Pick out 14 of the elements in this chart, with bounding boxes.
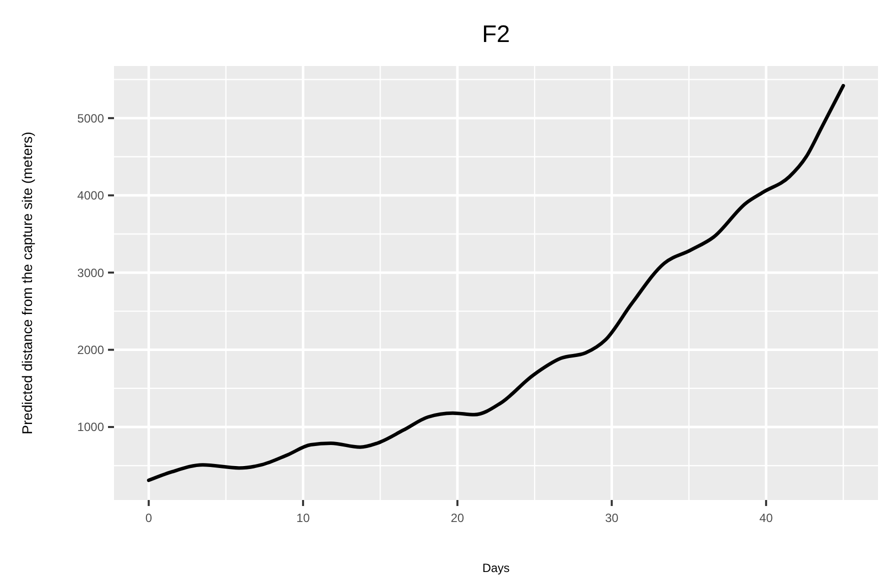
- y-axis-title: Predicted distance from the capture site (meters): [19, 132, 35, 434]
- y-tick-label: 3000: [77, 266, 104, 280]
- line-series: [146, 84, 846, 482]
- y-tick-label: 5000: [77, 111, 104, 126]
- x-tick-label: 0: [145, 511, 152, 525]
- x-tick-label: 20: [450, 511, 464, 525]
- y-tick-label: 2000: [77, 343, 104, 357]
- x-tick-label: 10: [296, 511, 310, 525]
- x-tick-label: 30: [605, 511, 619, 525]
- chart-title: F2: [482, 21, 510, 48]
- x-tick-label: 40: [759, 511, 774, 525]
- y-tick-label: 1000: [77, 420, 104, 434]
- x-axis-title: Days: [482, 561, 510, 575]
- y-tick-label: 4000: [77, 188, 104, 203]
